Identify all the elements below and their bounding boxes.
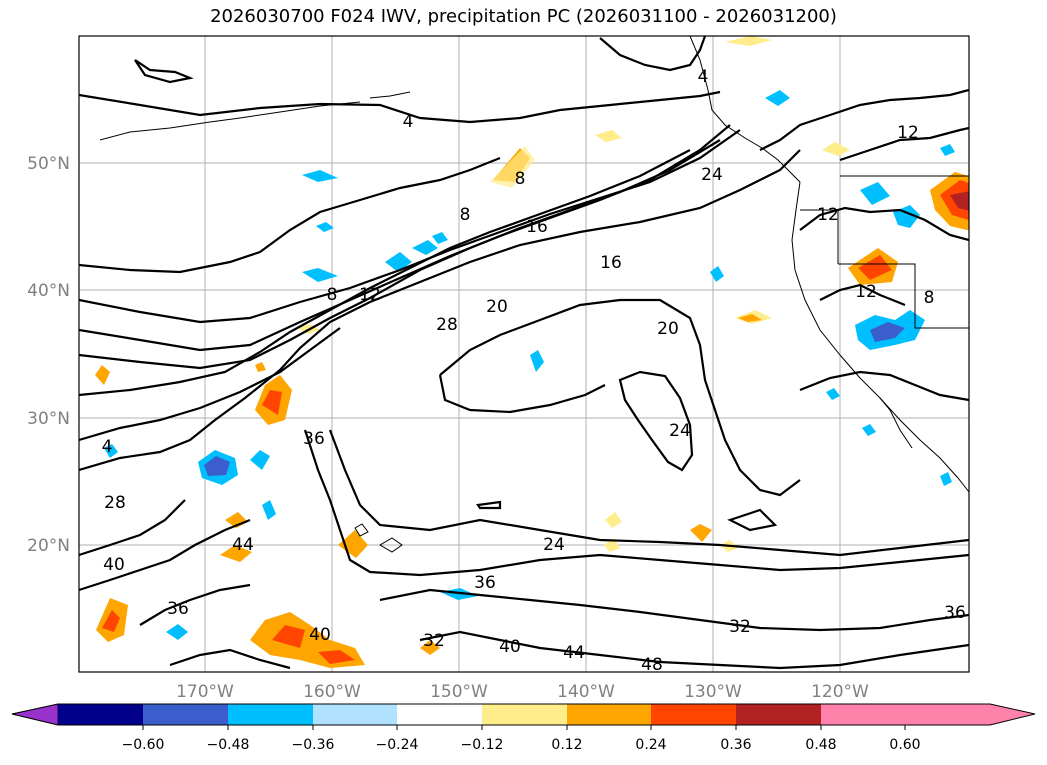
longitude-labels: 170°W 160°W 150°W 140°W 130°W 120°W (176, 682, 869, 702)
contour-label: 36 (944, 603, 966, 623)
colorbar-tick-label: 0.24 (635, 737, 666, 753)
colorbar-segment (905, 704, 1035, 725)
contour-label: 40 (499, 637, 521, 657)
contour-label: 12 (897, 123, 919, 143)
colorbar-tick-label: −0.12 (461, 737, 504, 753)
latitude-labels: 50°N 40°N 30°N 20°N (27, 154, 70, 556)
colorbar-segment (482, 704, 567, 725)
contour-label: 8 (460, 205, 471, 225)
map-area: 4 4 8 8 8 12 12 12 16 16 20 20 24 24 24 … (79, 36, 969, 675)
colorbar-segment (567, 704, 651, 725)
lat-label: 40°N (27, 281, 70, 301)
contour-label: 28 (104, 493, 126, 513)
lon-label: 150°W (430, 682, 488, 702)
contour-label: 36 (474, 573, 496, 593)
lon-label: 120°W (811, 682, 869, 702)
lat-label: 50°N (27, 154, 70, 174)
colorbar-tick-label: −0.60 (122, 737, 165, 753)
lat-label: 30°N (27, 409, 70, 429)
colorbar-segment (821, 704, 905, 725)
colorbar: −0.60 −0.48 −0.36 −0.24 −0.12 0.12 0.24 … (11, 703, 1036, 753)
contour-label: 20 (657, 319, 679, 339)
colorbar-segment (397, 704, 482, 725)
colorbar-segment (11, 703, 59, 726)
contour-label: 12 (359, 285, 381, 305)
colorbar-segment (58, 704, 143, 725)
contour-label: 4 (102, 437, 113, 457)
contour-label: 36 (167, 599, 189, 619)
map-frame (78, 35, 970, 673)
colorbar-tick-label: −0.36 (292, 737, 335, 753)
contour-label: 32 (729, 617, 751, 637)
colorbar-tick-label: 0.12 (551, 737, 582, 753)
contour-label: 8 (327, 285, 338, 305)
coastlines (99, 36, 969, 553)
colorbar-segment (736, 704, 821, 725)
contour-label: 8 (515, 169, 526, 189)
contour-label: 16 (600, 253, 622, 273)
contour-label: 4 (403, 112, 414, 132)
lon-label: 140°W (557, 682, 615, 702)
contour-label: 8 (924, 288, 935, 308)
contour-label: 28 (436, 315, 458, 335)
contour-label: 24 (669, 421, 691, 441)
map-title: 2026030700 F024 IWV, precipitation PC (2… (210, 6, 837, 27)
colorbar-segment (143, 704, 228, 725)
lon-label: 170°W (176, 682, 234, 702)
iwv-contours (79, 36, 969, 670)
colorbar-segment (313, 704, 397, 725)
contour-label: 32 (423, 631, 445, 651)
colorbar-tick-label: 0.36 (720, 737, 751, 753)
gridlines (79, 36, 969, 672)
colorbar-segment (651, 704, 736, 725)
colorbar-segment (228, 704, 313, 725)
lat-label: 20°N (27, 536, 70, 556)
colorbar-tick-label: −0.48 (207, 737, 250, 753)
contour-label: 40 (103, 555, 125, 575)
contour-label: 4 (698, 67, 709, 87)
contour-label: 12 (855, 282, 877, 302)
contour-labels: 4 4 8 8 8 12 12 12 16 16 20 20 24 24 24 … (102, 67, 966, 675)
colorbar-tick-label: 0.60 (889, 737, 920, 753)
contour-label: 16 (526, 217, 548, 237)
lon-label: 130°W (684, 682, 742, 702)
contour-label: 24 (543, 535, 565, 555)
contour-label: 12 (817, 205, 839, 225)
lon-label: 160°W (303, 682, 361, 702)
contour-label: 40 (309, 625, 331, 645)
contour-label: 20 (486, 297, 508, 317)
precipitation-patches (95, 36, 969, 668)
colorbar-tick-label: 0.48 (805, 737, 836, 753)
contour-label: 48 (641, 655, 663, 675)
contour-label: 44 (563, 643, 585, 663)
contour-label: 24 (701, 165, 723, 185)
contour-label: 36 (303, 429, 325, 449)
colorbar-tick-label: −0.24 (376, 737, 419, 753)
contour-label: 44 (232, 535, 254, 555)
